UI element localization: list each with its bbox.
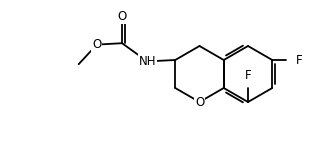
Text: O: O xyxy=(195,95,204,108)
Text: O: O xyxy=(118,10,127,23)
Text: O: O xyxy=(92,38,101,51)
Text: F: F xyxy=(296,53,302,66)
Text: NH: NH xyxy=(138,55,156,68)
Text: F: F xyxy=(245,69,251,82)
